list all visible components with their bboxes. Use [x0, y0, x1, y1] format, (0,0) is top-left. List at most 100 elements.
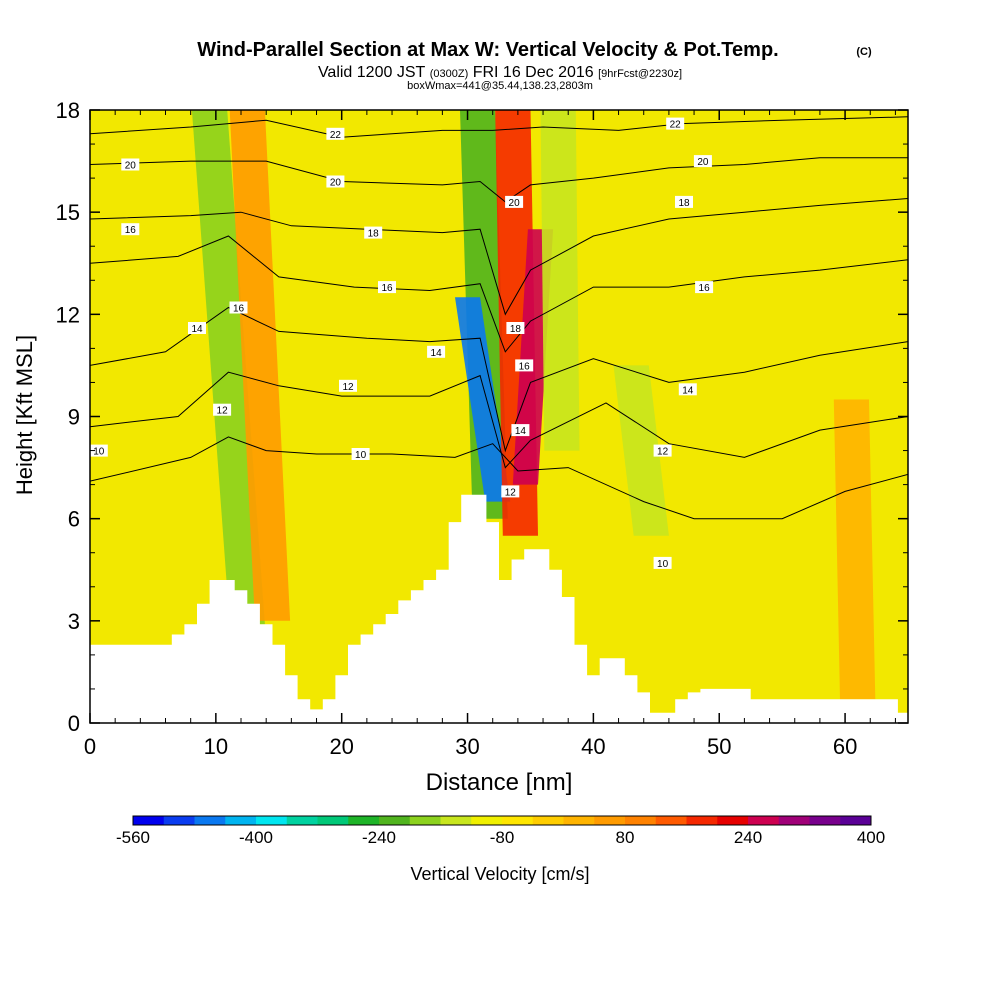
colorbar-swatch [686, 816, 718, 825]
contour-label-18-1: 18 [506, 322, 525, 335]
subtitle-line: Valid 1200 JST (0300Z) FRI 16 Dec 2016 [… [318, 64, 682, 81]
contour-label-16-3: 16 [515, 359, 534, 372]
theta-contour-12 [90, 371, 908, 469]
colorbar-swatch [532, 816, 564, 825]
contour-label-text: 18 [510, 324, 522, 335]
y-tick-label: 18 [56, 98, 80, 123]
contour-label-16-1: 16 [229, 301, 248, 315]
y-tick-label: 6 [68, 507, 80, 532]
y-tick-label: 3 [68, 609, 80, 634]
contour-label-text: 18 [368, 229, 380, 240]
subtitle-utc: (0300Z) [430, 68, 469, 80]
contour-label-text: 14 [431, 348, 443, 359]
colorbar-swatch [655, 816, 687, 825]
axis-ticks: 0 10 20 30 40 50 60 0 3 6 9 12 15 18 [56, 98, 908, 759]
x-tick-label: 30 [455, 734, 479, 759]
colorbar-swatch [717, 816, 749, 825]
colorbar-tick-label: 400 [857, 828, 885, 847]
contour-label-text: 14 [682, 385, 694, 396]
y-tick-label: 9 [68, 405, 80, 430]
x-tick-label: 10 [204, 734, 228, 759]
contour-label-10-1: 10 [351, 448, 370, 461]
x-tick-label: 40 [581, 734, 605, 759]
w-band-1 [229, 110, 291, 621]
contour-label-18-2: 18 [675, 195, 693, 209]
w-band-3 [455, 297, 511, 502]
contour-label-text: 16 [699, 283, 711, 294]
theta-contour-22 [90, 116, 908, 138]
contour-label-text: 12 [217, 406, 229, 417]
theta-contour-16 [90, 235, 908, 353]
contour-label-16-4: 16 [695, 281, 714, 294]
colorbar-tick-label: 240 [734, 828, 762, 847]
contour-label-14-2: 14 [511, 424, 530, 437]
contour-label-12-0: 12 [213, 403, 232, 417]
w-band-8 [833, 399, 876, 700]
contour-label-text: 14 [191, 324, 203, 335]
colorbar-swatch [317, 816, 349, 825]
contour-label-text: 16 [381, 283, 393, 294]
colorbar-swatch [348, 816, 380, 825]
contour-label-text: 20 [509, 198, 521, 209]
colorbar-swatch [194, 816, 226, 825]
x-tick-label: 20 [329, 734, 353, 759]
colorbar-tick-label: -240 [362, 828, 396, 847]
y-tick-label: 12 [56, 302, 80, 327]
w-band-0 [191, 110, 265, 625]
contour-label-14-3: 14 [678, 383, 697, 396]
colorbar-swatch [778, 816, 810, 825]
colorbar-swatch [748, 816, 780, 825]
colorbar-swatch [809, 816, 841, 825]
velocity-field [191, 110, 876, 700]
contour-label-text: 14 [515, 426, 527, 437]
contour-labels: 10 10 10 12 12 12 12 14 14 14 14 16 16 16 16 16 18 18 18 20… [90, 117, 714, 570]
contour-label-text: 22 [670, 120, 682, 131]
w-band-7 [613, 365, 669, 536]
colorbar-tick-label: 80 [616, 828, 635, 847]
x-tick-label: 0 [84, 734, 96, 759]
colorbar-swatch [594, 816, 626, 825]
contour-label-14-0: 14 [188, 322, 206, 335]
contour-label-text: 20 [125, 161, 137, 172]
contour-label-10-0: 10 [90, 444, 108, 458]
contour-label-text: 10 [657, 559, 669, 570]
theta-contour-10 [90, 436, 908, 520]
contour-label-text: 16 [519, 361, 531, 372]
contour-label-text: 20 [330, 178, 342, 189]
x-tick-label: 60 [833, 734, 857, 759]
y-tick-label: 15 [56, 200, 80, 225]
colorbar: -560 -400 -240 -80 80 240 400 [116, 815, 885, 847]
colorbar-swatch [440, 816, 472, 825]
contour-label-text: 16 [125, 225, 137, 236]
colorbar-swatch [256, 816, 288, 825]
contour-label-text: 12 [342, 382, 354, 393]
subtitle-date: FRI 16 Dec 2016 [473, 64, 594, 81]
subtitle-valid: Valid 1200 JST [318, 64, 426, 81]
contour-label-text: 22 [330, 130, 342, 141]
contour-label-12-1: 12 [339, 379, 357, 393]
colorbar-swatch [471, 816, 503, 825]
colorbar-swatch [625, 816, 657, 825]
colorbar-swatch [133, 816, 165, 825]
colorbar-tick-label: -80 [490, 828, 515, 847]
contour-label-text: 18 [678, 198, 690, 209]
colorbar-tick-label: -400 [239, 828, 273, 847]
colorbar-swatch [840, 816, 872, 825]
colorbar-label: Vertical Velocity [cm/s] [410, 864, 589, 884]
title-mark: (C) [856, 46, 872, 58]
colorbar-swatch [286, 816, 318, 825]
chart-title: Wind-Parallel Section at Max W: Vertical… [197, 39, 778, 61]
colorbar-swatch [563, 816, 595, 825]
subtitle-fcst: [9hrFcst@2230z] [598, 68, 682, 80]
colorbar-swatch [379, 816, 411, 825]
colorbar-swatch [502, 816, 534, 825]
colorbar-swatch [409, 816, 441, 825]
contour-label-text: 12 [505, 487, 517, 498]
contour-label-text: 20 [697, 157, 709, 168]
contour-label-text: 16 [233, 304, 245, 315]
contour-label-16-2: 16 [378, 281, 396, 294]
x-axis-label: Distance [nm] [426, 769, 573, 796]
contour-label-12-2: 12 [501, 485, 520, 498]
